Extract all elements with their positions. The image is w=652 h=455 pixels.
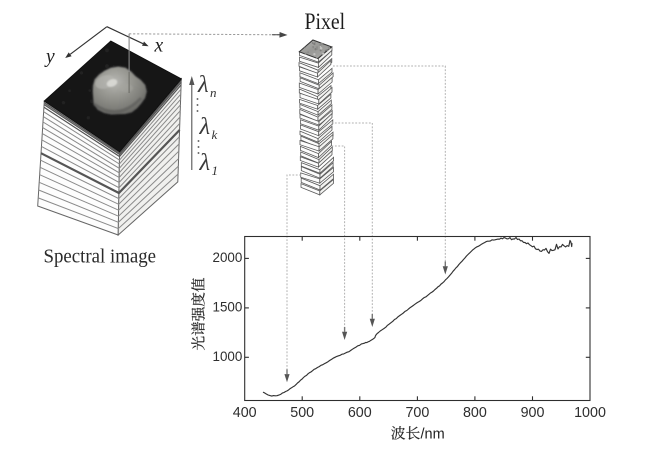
svg-text:2000: 2000 [213, 250, 243, 265]
svg-text:x: x [154, 36, 164, 57]
svg-text:λ: λ [199, 113, 211, 140]
svg-text:700: 700 [405, 405, 429, 421]
svg-text:λ: λ [199, 149, 211, 176]
svg-text:1000: 1000 [213, 349, 243, 364]
svg-text:1500: 1500 [213, 300, 243, 315]
svg-text:/nm: /nm [421, 427, 445, 443]
svg-text:1: 1 [212, 163, 219, 178]
svg-text:y: y [44, 47, 55, 68]
svg-text:λ: λ [197, 71, 209, 98]
svg-text:1000: 1000 [574, 405, 606, 421]
svg-text:n: n [210, 85, 217, 100]
svg-text:900: 900 [521, 405, 545, 421]
svg-text:Spectral image: Spectral image [44, 245, 157, 268]
svg-text:400: 400 [233, 405, 257, 421]
svg-text:600: 600 [348, 405, 372, 421]
svg-text:k: k [212, 127, 218, 142]
svg-text:800: 800 [463, 405, 487, 421]
svg-text:500: 500 [290, 405, 314, 421]
svg-text:Pixel: Pixel [305, 8, 346, 34]
